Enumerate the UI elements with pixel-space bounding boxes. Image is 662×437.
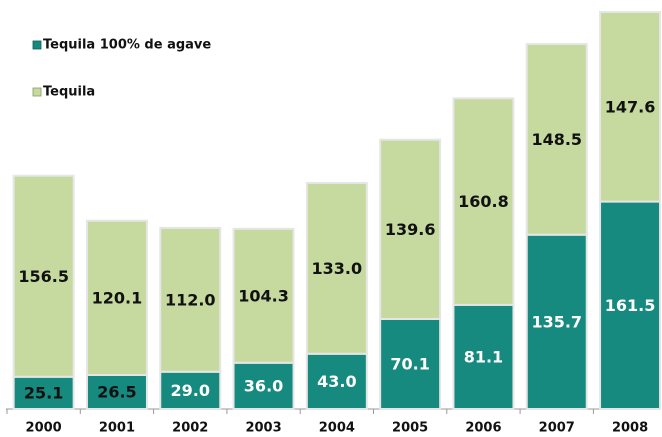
data-label: 25.1 xyxy=(24,383,63,402)
data-label: 81.1 xyxy=(464,347,503,366)
legend-swatch xyxy=(32,87,42,97)
x-tick-label: 2005 xyxy=(392,421,428,436)
bar-segment xyxy=(159,226,222,373)
data-label: 26.5 xyxy=(97,382,136,401)
bar-segment xyxy=(232,361,295,411)
bar-segment xyxy=(525,42,588,236)
data-label: 133.0 xyxy=(312,259,363,278)
data-label: 120.1 xyxy=(92,288,143,307)
data-label: 156.5 xyxy=(18,267,69,286)
data-label: 148.5 xyxy=(531,130,582,149)
data-label: 112.0 xyxy=(165,290,216,309)
bar-segment xyxy=(452,97,515,306)
bar-segment xyxy=(599,200,662,410)
legend-label: Tequila 100% de agave xyxy=(43,38,211,53)
x-tick-label: 2006 xyxy=(465,421,501,436)
x-tick-label: 2007 xyxy=(539,421,575,436)
x-tick-label: 2001 xyxy=(99,421,135,436)
bar-segment xyxy=(379,138,442,320)
x-tick-label: 2000 xyxy=(26,421,62,436)
bar-segment xyxy=(159,370,222,410)
x-tick-label: 2004 xyxy=(319,421,355,436)
data-label: 161.5 xyxy=(605,296,656,315)
legend-label: Tequila xyxy=(43,85,95,100)
x-tick-label: 2002 xyxy=(172,421,208,436)
data-label: 104.3 xyxy=(238,286,289,305)
bar-segment xyxy=(599,11,662,203)
data-label: 135.7 xyxy=(531,312,582,331)
bar-segment xyxy=(452,303,515,411)
data-label: 43.0 xyxy=(317,372,356,391)
data-label: 147.6 xyxy=(605,97,656,116)
data-label: 160.8 xyxy=(458,192,509,211)
x-tick-label: 2003 xyxy=(245,421,281,436)
data-label: 139.6 xyxy=(385,220,436,239)
data-label: 29.0 xyxy=(171,381,210,400)
bar-segment xyxy=(232,227,295,364)
x-tick-label: 2008 xyxy=(612,421,648,436)
data-label: 70.1 xyxy=(390,354,429,373)
bar-segment xyxy=(379,317,442,411)
bar-segment xyxy=(85,219,148,376)
legend-swatch xyxy=(32,40,42,50)
bar-segment xyxy=(305,352,368,410)
bar-segment xyxy=(525,233,588,410)
bar-segment xyxy=(12,174,75,378)
bar-segment xyxy=(305,181,368,355)
bar-segment xyxy=(12,375,75,410)
data-label: 36.0 xyxy=(244,376,283,395)
